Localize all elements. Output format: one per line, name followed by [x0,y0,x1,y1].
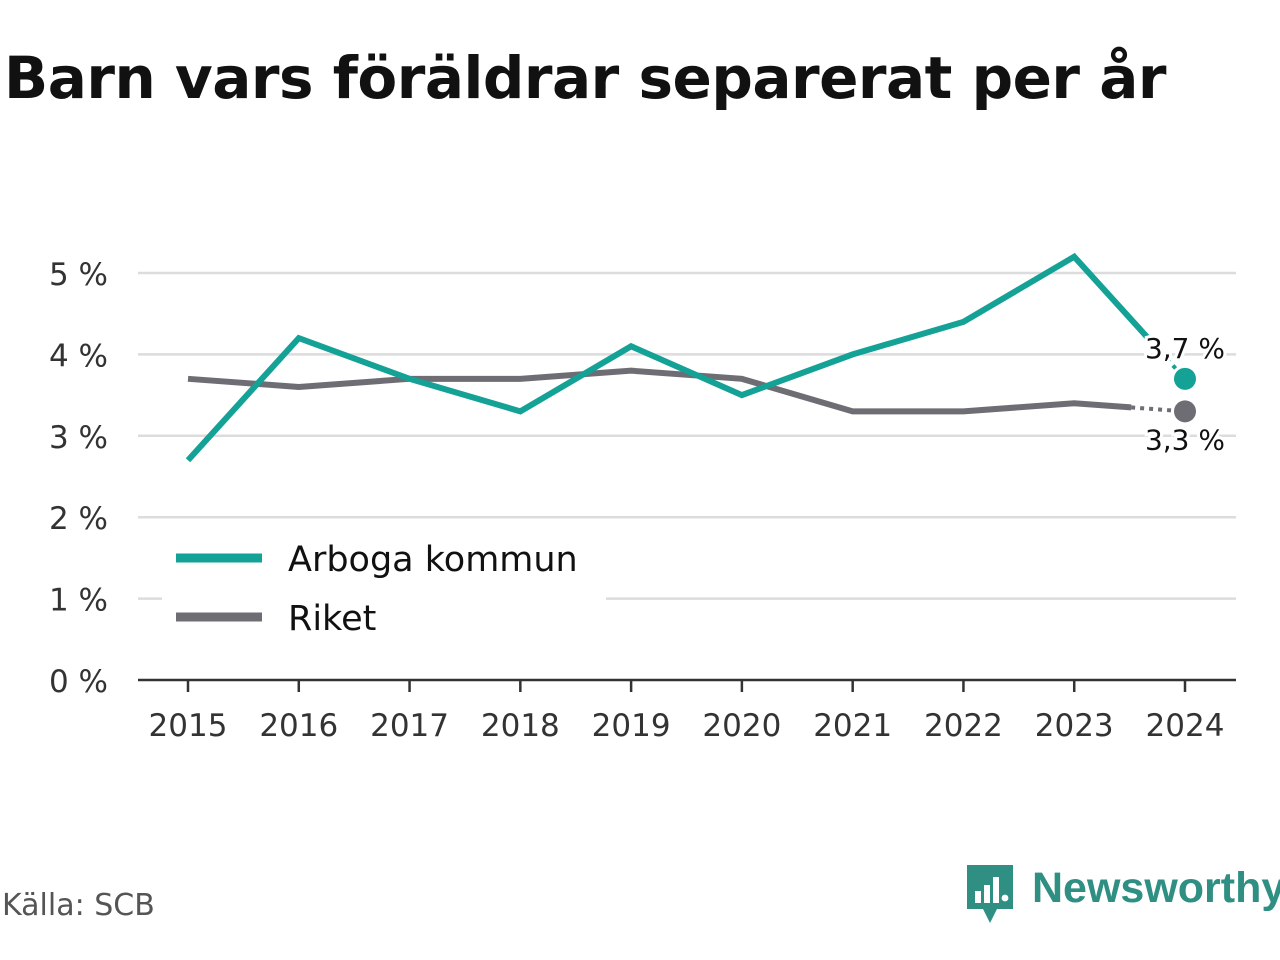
y-tick-label: 2 % [49,501,108,537]
newsworthy-logo-icon [967,865,1013,923]
series-line [185,252,1151,463]
x-tick-label: 2021 [813,708,892,744]
x-tick-label: 2018 [481,708,560,744]
x-tick-label: 2015 [149,708,228,744]
end-markers: 3,7 % 3,3 % [1142,329,1228,460]
brand-logo[interactable]: Newsworthy [964,862,1280,926]
y-tick-label: 4 % [49,338,108,374]
end-point-marker [1174,367,1196,390]
y-axis-ticks: 0 % 1 % 2 % 3 % 4 % 5 % [49,257,108,700]
legend: Arboga kommun Riket [162,532,606,640]
chart-title: Barn vars föräldrar separerat per år [4,44,1166,112]
legend-background [162,532,606,640]
x-axis: 2015 2016 2017 2018 2019 2020 2021 2022 2023 2024 [138,678,1236,744]
y-tick-label: 1 % [49,583,108,619]
source-note: Källa: SCB [2,888,155,923]
brand-name: Newsworthy [1032,863,1280,912]
end-value-label: 3,3 % [1145,423,1225,456]
legend-label: Riket [288,599,376,639]
y-tick-label: 3 % [49,420,108,456]
x-tick-label: 2022 [924,708,1003,744]
x-tick-label: 2024 [1146,708,1225,744]
y-tick-label: 0 % [49,664,108,700]
x-tick-label: 2020 [702,708,781,744]
x-tick-label: 2016 [259,708,338,744]
series-lines [185,252,1187,463]
legend-label: Arboga kommun [288,540,578,580]
x-tick-label: 2023 [1035,708,1114,744]
y-tick-label: 5 % [49,257,108,293]
end-value-label: 3,7 % [1145,332,1225,365]
end-point-marker [1174,400,1196,423]
series-line [187,367,1132,415]
x-tick-label: 2017 [370,708,449,744]
x-tick-label: 2019 [592,708,671,744]
